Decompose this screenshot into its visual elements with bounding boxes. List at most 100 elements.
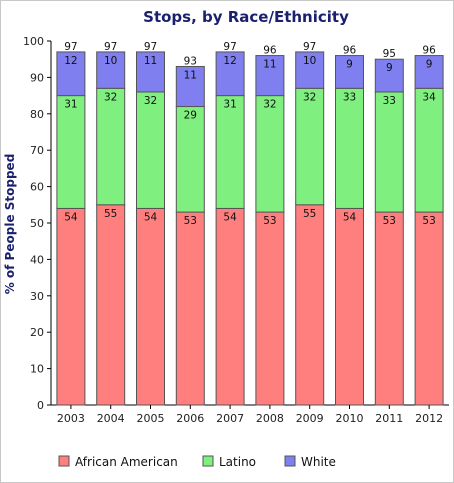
segment-value-label: 29 xyxy=(184,110,197,122)
bar-segment xyxy=(374,58,404,93)
segment-value-label: 9 xyxy=(426,59,433,71)
legend-swatch xyxy=(202,455,214,467)
bar-segment xyxy=(136,51,165,93)
bar-segment xyxy=(374,211,404,406)
segment-value-label: 11 xyxy=(263,59,276,71)
y-tick-label: 60 xyxy=(30,181,44,194)
segment-value-label: 11 xyxy=(144,55,157,67)
segment-value-label: 32 xyxy=(104,91,117,103)
segment-value-label: 55 xyxy=(104,208,117,220)
segment-value-label: 31 xyxy=(64,99,77,111)
bar-segment xyxy=(414,87,444,213)
x-tick-label: 2009 xyxy=(296,412,324,425)
bar-segment xyxy=(175,65,205,108)
legend-label: Latino xyxy=(219,455,256,469)
chart-title: Stops, by Race/Ethnicity xyxy=(143,8,349,26)
bar-segment xyxy=(96,87,126,206)
y-tick-label: 100 xyxy=(23,35,44,48)
bar-segment xyxy=(96,51,126,89)
x-tick-label: 2004 xyxy=(97,412,125,425)
bar-segment xyxy=(215,95,245,209)
segment-value-label: 53 xyxy=(383,215,396,227)
x-tick-label: 2012 xyxy=(415,412,443,425)
y-tick-label: 20 xyxy=(30,326,44,339)
segment-value-label: 34 xyxy=(422,91,436,103)
legend-label: White xyxy=(301,455,336,469)
bar-segment xyxy=(136,207,165,406)
bar-segment xyxy=(295,51,325,89)
x-tick-label: 2010 xyxy=(336,412,364,425)
x-tick-label: 2005 xyxy=(137,412,165,425)
bar-total-label: 95 xyxy=(383,48,396,60)
x-tick-label: 2003 xyxy=(57,412,85,425)
bar-segment xyxy=(96,204,126,406)
bar-total-label: 97 xyxy=(104,41,117,53)
segment-value-label: 33 xyxy=(383,95,396,107)
bar-segment xyxy=(335,87,364,209)
segment-value-label: 32 xyxy=(303,91,316,103)
bar-segment xyxy=(215,51,245,97)
segment-value-label: 54 xyxy=(64,211,78,223)
segment-value-label: 32 xyxy=(263,99,276,111)
bar-segment xyxy=(255,95,285,213)
segment-value-label: 12 xyxy=(223,55,236,67)
y-tick-label: 80 xyxy=(30,108,44,121)
y-tick-label: 30 xyxy=(30,290,44,303)
bar-segment xyxy=(374,91,404,213)
legend-label: African American xyxy=(75,455,178,469)
bar-segment xyxy=(175,106,205,213)
bar-total-label: 96 xyxy=(343,45,357,57)
x-tick-label: 2011 xyxy=(375,412,403,425)
bar-segment xyxy=(255,55,285,97)
y-axis-label: % of People Stopped xyxy=(3,154,17,295)
segment-value-label: 11 xyxy=(184,69,197,81)
segment-value-label: 32 xyxy=(144,95,157,107)
segment-value-label: 53 xyxy=(263,215,276,227)
segment-value-label: 9 xyxy=(346,59,353,71)
y-tick-label: 40 xyxy=(30,253,44,266)
bar-segment xyxy=(56,207,86,406)
bar-segment xyxy=(175,211,205,406)
bar-segment xyxy=(335,207,364,406)
legend-swatch xyxy=(284,455,296,467)
bar-total-label: 96 xyxy=(263,45,277,57)
segment-value-label: 54 xyxy=(343,211,357,223)
x-tick-label: 2006 xyxy=(176,412,204,425)
bar-segment xyxy=(136,91,165,209)
bar-total-label: 97 xyxy=(303,41,316,53)
x-tick-label: 2008 xyxy=(256,412,284,425)
segment-value-label: 55 xyxy=(303,208,316,220)
bar-segment xyxy=(295,87,325,206)
y-tick-label: 50 xyxy=(30,217,44,230)
segment-value-label: 53 xyxy=(422,215,435,227)
bar-total-label: 97 xyxy=(223,41,236,53)
segment-value-label: 31 xyxy=(223,99,236,111)
segment-value-label: 12 xyxy=(64,55,77,67)
segment-value-label: 54 xyxy=(223,211,237,223)
y-tick-label: 10 xyxy=(30,363,44,376)
bar-segment xyxy=(215,207,245,406)
bar-total-label: 93 xyxy=(184,55,197,67)
bar-segment xyxy=(56,51,86,97)
bar-total-label: 97 xyxy=(64,41,77,53)
y-tick-label: 90 xyxy=(30,71,44,84)
bar-segment xyxy=(414,55,444,89)
segment-value-label: 33 xyxy=(343,91,356,103)
y-tick-label: 70 xyxy=(30,144,44,157)
bar-segment xyxy=(295,204,325,406)
segment-value-label: 53 xyxy=(184,215,197,227)
segment-value-label: 10 xyxy=(104,55,117,67)
legend: African American Latino White xyxy=(58,455,336,469)
legend-swatch xyxy=(58,455,70,467)
bar-segment xyxy=(56,95,86,209)
bar-total-label: 97 xyxy=(144,41,157,53)
bar-segment xyxy=(414,211,444,406)
plot-area: 0 10 20 30 40 50 60 70 80 90 100 54 31 12 97 2003 55 32 10… xyxy=(23,35,449,425)
segment-value-label: 10 xyxy=(303,55,316,67)
y-tick-label: 0 xyxy=(37,399,44,412)
segment-value-label: 9 xyxy=(386,62,393,74)
bar-segment xyxy=(335,55,364,89)
segment-value-label: 54 xyxy=(144,211,158,223)
